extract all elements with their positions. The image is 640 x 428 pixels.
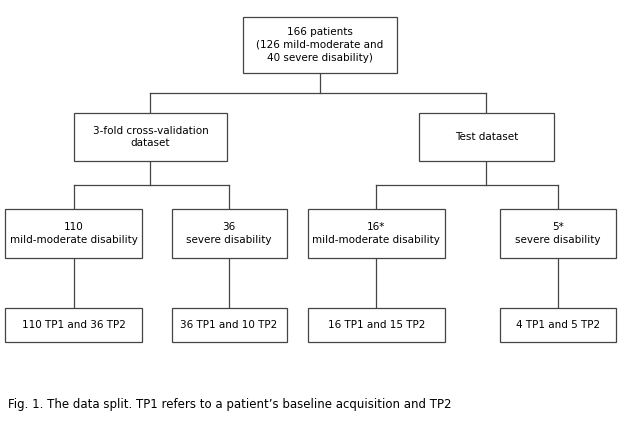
Text: dataset: dataset [131,138,170,149]
Text: 16 TP1 and 15 TP2: 16 TP1 and 15 TP2 [328,320,425,330]
Text: mild-moderate disability: mild-moderate disability [10,235,138,245]
Text: 166 patients: 166 patients [287,27,353,37]
FancyBboxPatch shape [500,308,616,342]
Text: 36: 36 [223,222,236,232]
FancyBboxPatch shape [172,308,287,342]
FancyBboxPatch shape [172,208,287,258]
Text: 16*: 16* [367,222,385,232]
Text: 110 TP1 and 36 TP2: 110 TP1 and 36 TP2 [22,320,125,330]
Text: (126 mild-moderate and: (126 mild-moderate and [257,40,383,50]
Text: 4 TP1 and 5 TP2: 4 TP1 and 5 TP2 [516,320,600,330]
Text: Fig. 1. The data split. TP1 refers to a patient’s baseline acquisition and TP2: Fig. 1. The data split. TP1 refers to a … [8,398,451,411]
Text: severe disability: severe disability [186,235,272,245]
FancyBboxPatch shape [500,208,616,258]
FancyBboxPatch shape [419,113,554,160]
FancyBboxPatch shape [5,308,143,342]
Text: 5*: 5* [552,222,564,232]
FancyBboxPatch shape [5,208,143,258]
Text: 36 TP1 and 10 TP2: 36 TP1 and 10 TP2 [180,320,278,330]
Text: 3-fold cross-validation: 3-fold cross-validation [93,125,208,136]
Text: 40 severe disability): 40 severe disability) [267,53,373,63]
Text: 110: 110 [64,222,83,232]
Text: severe disability: severe disability [515,235,601,245]
FancyBboxPatch shape [307,208,445,258]
Text: mild-moderate disability: mild-moderate disability [312,235,440,245]
FancyBboxPatch shape [74,113,227,160]
Text: Test dataset: Test dataset [455,132,518,142]
FancyBboxPatch shape [307,308,445,342]
FancyBboxPatch shape [243,17,397,73]
